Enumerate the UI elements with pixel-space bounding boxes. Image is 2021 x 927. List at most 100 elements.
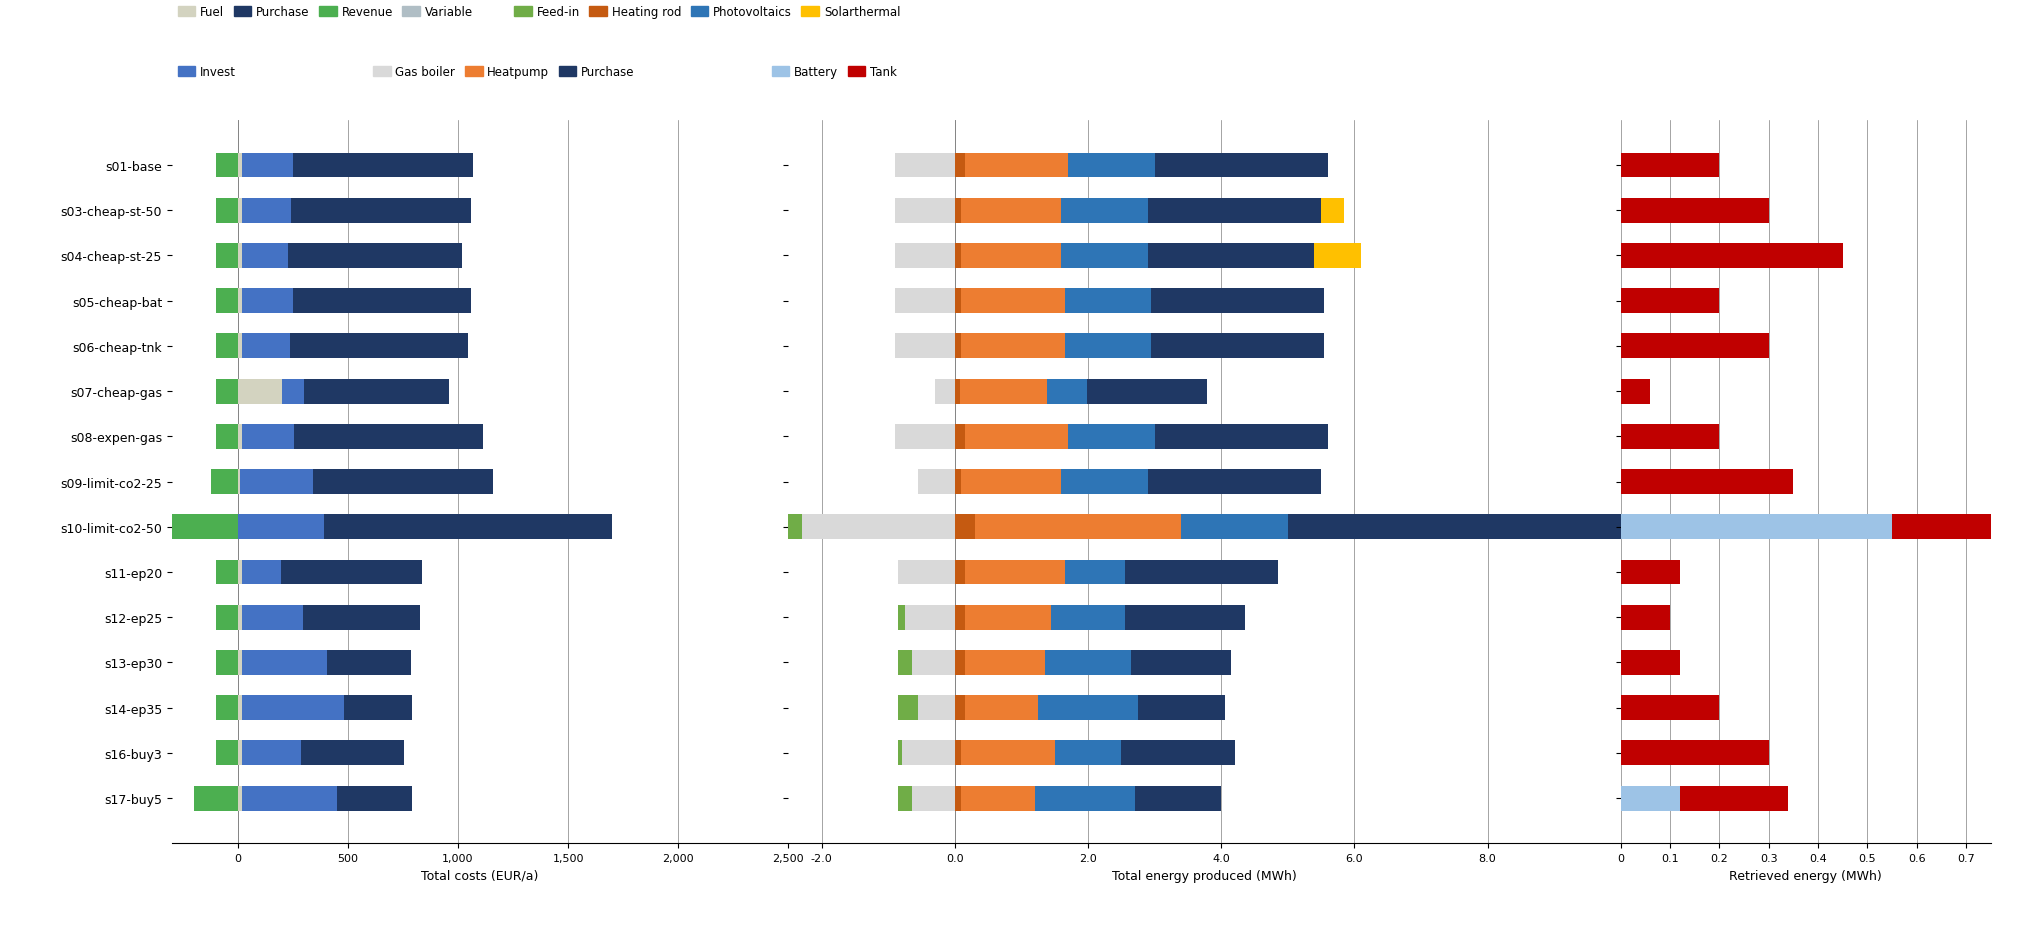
Bar — [1152, 334, 1324, 359]
Bar — [243, 560, 281, 585]
Bar — [954, 244, 962, 269]
Bar — [281, 379, 303, 404]
Bar — [964, 651, 1045, 675]
Bar — [323, 514, 612, 540]
Bar — [954, 334, 962, 359]
Bar — [243, 334, 289, 359]
Bar — [1621, 289, 1720, 313]
Bar — [964, 425, 1067, 450]
Bar — [216, 695, 238, 720]
Bar — [216, 741, 238, 766]
Bar — [338, 786, 412, 811]
Bar — [238, 334, 243, 359]
Bar — [954, 379, 960, 404]
Bar — [1067, 425, 1154, 450]
Bar — [216, 605, 238, 630]
Bar — [954, 741, 962, 766]
Bar — [1314, 244, 1360, 269]
Bar — [1051, 605, 1124, 630]
Bar — [897, 560, 954, 585]
Bar — [293, 289, 471, 313]
Bar — [1621, 786, 1679, 811]
Bar — [238, 560, 243, 585]
Bar — [1287, 514, 1821, 540]
Bar — [240, 470, 313, 494]
Bar — [1180, 514, 1287, 540]
Bar — [243, 651, 327, 675]
Bar — [768, 514, 802, 540]
Bar — [238, 786, 243, 811]
Bar — [1132, 651, 1231, 675]
Bar — [293, 153, 473, 178]
Bar — [954, 605, 964, 630]
Bar — [194, 786, 238, 811]
Bar — [238, 651, 243, 675]
Bar — [936, 379, 954, 404]
Bar — [1679, 786, 1789, 811]
Bar — [954, 560, 964, 585]
Bar — [243, 289, 293, 313]
Bar — [1154, 153, 1328, 178]
Bar — [1138, 695, 1225, 720]
Bar — [243, 153, 293, 178]
Bar — [238, 741, 243, 766]
Bar — [962, 741, 1055, 766]
Bar — [895, 334, 954, 359]
Bar — [216, 560, 238, 585]
Bar — [954, 198, 962, 223]
Bar — [1061, 244, 1148, 269]
Bar — [1061, 470, 1148, 494]
Bar — [238, 198, 243, 223]
Bar — [238, 153, 243, 178]
Bar — [243, 695, 344, 720]
Bar — [243, 425, 293, 450]
Bar — [216, 379, 238, 404]
Bar — [962, 334, 1065, 359]
Bar — [1148, 198, 1322, 223]
Bar — [895, 153, 954, 178]
Bar — [964, 153, 1067, 178]
Bar — [238, 244, 243, 269]
Bar — [962, 470, 1061, 494]
Bar — [291, 198, 471, 223]
Bar — [301, 741, 404, 766]
Bar — [216, 425, 238, 450]
Bar — [1067, 153, 1154, 178]
Bar — [238, 470, 240, 494]
Bar — [238, 514, 323, 540]
Bar — [238, 289, 243, 313]
Bar — [1047, 379, 1087, 404]
Bar — [897, 651, 954, 675]
Bar — [1621, 425, 1720, 450]
Bar — [954, 470, 962, 494]
Bar — [1154, 425, 1328, 450]
Legend: Fuel, Purchase, Revenue, Variable, , Feed-in, Heating rod, Photovoltaics, Solart: Fuel, Purchase, Revenue, Variable, , Fee… — [178, 6, 901, 19]
Bar — [243, 244, 289, 269]
Bar — [964, 560, 1065, 585]
Bar — [172, 514, 238, 540]
X-axis label: Retrieved energy (MWh): Retrieved energy (MWh) — [1730, 869, 1882, 882]
Bar — [313, 470, 493, 494]
Bar — [964, 695, 1039, 720]
Bar — [1065, 560, 1124, 585]
Bar — [954, 651, 964, 675]
Bar — [962, 289, 1065, 313]
Legend: Invest, , , , , Gas boiler, Heatpump, Purchase, , , , , Battery, Tank: Invest, , , , , Gas boiler, Heatpump, Pu… — [178, 66, 897, 79]
Bar — [897, 741, 901, 766]
Bar — [1148, 470, 1322, 494]
Bar — [1065, 334, 1152, 359]
Bar — [954, 153, 964, 178]
Bar — [897, 786, 954, 811]
Bar — [243, 605, 303, 630]
Bar — [962, 244, 1061, 269]
Bar — [897, 605, 954, 630]
Bar — [1621, 334, 1768, 359]
Bar — [918, 470, 954, 494]
Bar — [954, 695, 964, 720]
Bar — [964, 605, 1051, 630]
Bar — [1621, 244, 1843, 269]
Bar — [974, 514, 1180, 540]
Bar — [303, 379, 449, 404]
Bar — [1621, 153, 1720, 178]
Bar — [216, 651, 238, 675]
